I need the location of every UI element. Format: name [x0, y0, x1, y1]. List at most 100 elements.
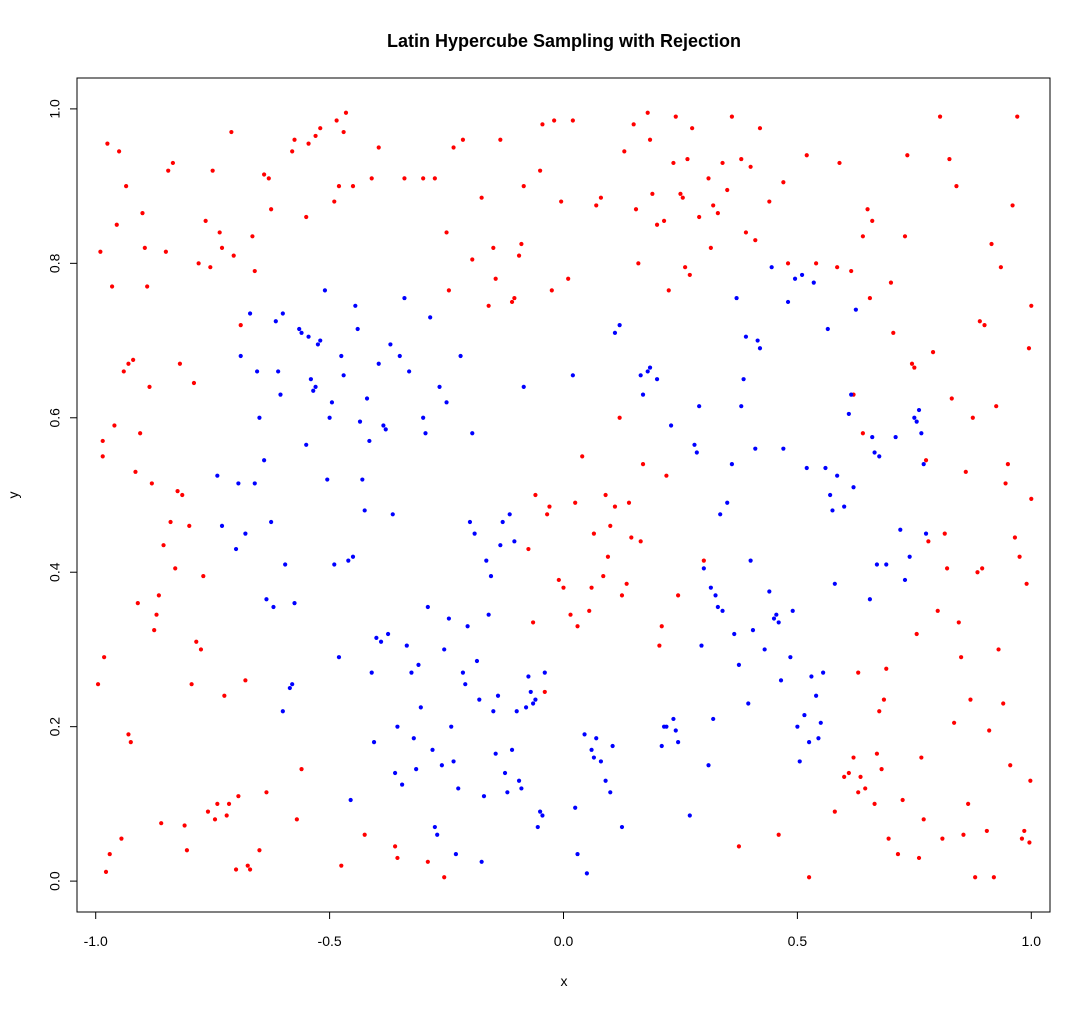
red-point — [591, 531, 597, 536]
y-tick-label: 0.0 — [47, 871, 63, 891]
red-point — [1012, 535, 1018, 540]
red-point — [664, 473, 669, 478]
blue-point — [215, 473, 220, 478]
red-point — [470, 257, 475, 262]
blue-point — [364, 396, 370, 401]
red-point — [594, 203, 599, 208]
blue-point — [388, 342, 393, 347]
blue-point — [753, 446, 758, 451]
red-point — [921, 817, 926, 822]
red-point — [919, 755, 924, 760]
blue-point — [842, 504, 847, 509]
red-point — [533, 492, 538, 498]
red-point — [935, 608, 940, 613]
blue-point — [617, 323, 622, 328]
blue-point — [830, 508, 835, 513]
blue-point — [385, 631, 391, 637]
blue-point — [811, 280, 816, 285]
blue-point — [404, 643, 409, 648]
blue-point — [397, 353, 402, 359]
blue-point — [535, 824, 540, 830]
blue-point — [729, 462, 735, 467]
red-point — [776, 832, 781, 837]
blue-point — [467, 519, 473, 525]
red-point — [245, 863, 250, 868]
red-point — [863, 786, 868, 791]
blue-point — [809, 674, 814, 679]
red-point — [1029, 496, 1034, 501]
blue-point — [257, 415, 262, 420]
blue-point — [898, 527, 903, 532]
blue-point — [402, 295, 407, 301]
blue-point — [378, 639, 384, 644]
red-point — [937, 114, 943, 119]
data-points — [95, 110, 1034, 880]
red-point — [884, 666, 889, 671]
blue-point — [540, 813, 545, 818]
red-point — [180, 492, 185, 498]
y-tick-label: 0.6 — [47, 408, 63, 428]
red-point — [701, 558, 706, 563]
red-point — [785, 261, 791, 266]
blue-point — [795, 724, 800, 729]
red-point — [661, 218, 667, 223]
red-point — [568, 612, 573, 617]
blue-point — [311, 388, 316, 393]
blue-point — [383, 427, 388, 432]
red-point — [1027, 840, 1032, 845]
blue-point — [832, 581, 837, 586]
blue-point — [280, 709, 285, 714]
blue-point — [463, 682, 468, 687]
blue-point — [694, 450, 699, 455]
red-point — [624, 581, 629, 586]
red-point — [1001, 701, 1006, 706]
red-point — [926, 539, 931, 544]
red-point — [956, 620, 961, 625]
x-axis-label: x — [561, 973, 568, 989]
red-point — [334, 118, 339, 123]
red-point — [739, 156, 744, 162]
red-point — [266, 176, 271, 181]
red-point — [131, 357, 136, 362]
blue-point — [411, 736, 416, 741]
red-point — [98, 249, 103, 254]
blue-point — [654, 377, 660, 382]
red-point — [636, 261, 641, 266]
blue-point — [276, 369, 281, 374]
blue-point — [853, 307, 858, 312]
red-point — [900, 797, 905, 803]
red-point — [229, 129, 234, 135]
blue-point — [233, 546, 239, 552]
red-point — [706, 176, 711, 181]
red-point — [757, 126, 763, 131]
x-tick-label: 1.0 — [1022, 933, 1042, 949]
blue-point — [290, 682, 295, 687]
blue-point — [395, 724, 400, 729]
red-point — [194, 639, 199, 644]
red-point — [886, 836, 891, 841]
red-point — [509, 299, 515, 305]
red-point — [269, 207, 274, 212]
red-point — [339, 863, 344, 868]
red-point — [806, 875, 812, 880]
blue-point — [479, 859, 484, 864]
red-point — [923, 458, 929, 463]
blue-point — [538, 809, 543, 814]
blue-point — [542, 670, 547, 675]
red-point — [930, 350, 936, 355]
red-point — [290, 149, 295, 154]
red-point — [982, 323, 987, 328]
blue-point — [519, 786, 524, 791]
red-point — [392, 844, 398, 849]
red-point — [161, 543, 166, 548]
blue-point — [802, 712, 807, 718]
red-point — [975, 570, 980, 575]
blue-point — [718, 512, 723, 517]
red-point — [743, 230, 749, 235]
red-point — [905, 153, 910, 158]
blue-point — [788, 655, 793, 660]
blue-point — [916, 407, 922, 413]
red-point — [622, 149, 627, 154]
red-point — [865, 207, 870, 212]
blue-point — [575, 851, 580, 857]
